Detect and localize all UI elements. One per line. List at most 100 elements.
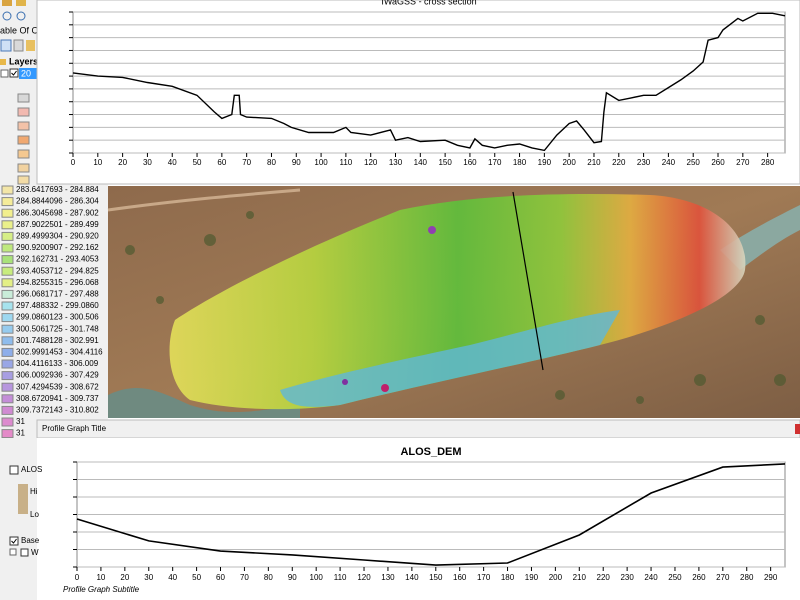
swatch <box>1 301 14 311</box>
layers-icon <box>0 59 6 65</box>
x-tick-label: 180 <box>501 573 515 582</box>
tool-icon[interactable] <box>16 11 26 21</box>
x-tick-label: 170 <box>477 573 491 582</box>
x-tick-label: 200 <box>562 158 576 167</box>
x-tick-label: 0 <box>71 158 76 167</box>
x-tick-label: 30 <box>143 158 152 167</box>
profile-line <box>76 463 786 566</box>
ramp <box>18 484 28 514</box>
tool-icon[interactable] <box>2 0 12 6</box>
tool-icon[interactable] <box>16 0 26 6</box>
legend-label: 306.0092936 - 307.429 <box>16 371 99 380</box>
profile-line <box>72 12 786 152</box>
toolbar <box>0 0 35 52</box>
tool-icon[interactable] <box>0 39 12 52</box>
x-tick-label: 10 <box>93 158 102 167</box>
swatch <box>1 278 14 288</box>
swatch <box>17 93 30 103</box>
x-tick-label: 0 <box>75 573 80 582</box>
selection <box>19 68 37 79</box>
chart-title: ALOS_DEM <box>400 446 461 458</box>
swatch <box>1 208 14 218</box>
legend-label: 289.4999304 - 290.920 <box>16 232 99 241</box>
x-tick-label: 160 <box>453 573 467 582</box>
swatch <box>1 359 14 369</box>
swatch <box>1 394 14 404</box>
swatch <box>1 382 14 392</box>
legend-label: 290.9200907 - 292.162 <box>16 243 99 252</box>
x-tick-label: 250 <box>687 158 701 167</box>
layer-name[interactable]: ALOS <box>21 465 42 474</box>
tool-icon[interactable] <box>26 40 35 51</box>
layer-name[interactable]: W <box>31 548 39 557</box>
window-title: Profile Graph Title <box>42 424 107 433</box>
swatch <box>1 336 14 346</box>
x-tick-label: 50 <box>192 573 201 582</box>
x-tick-label: 220 <box>612 158 626 167</box>
swatch <box>1 371 14 381</box>
legend-label: 284.8844096 - 286.304 <box>16 197 99 206</box>
x-tick-label: 280 <box>761 158 775 167</box>
x-tick-label: 100 <box>310 573 324 582</box>
dem-spot <box>381 384 389 392</box>
expander[interactable] <box>9 548 17 556</box>
legend-label: 292.162731 - 293.4053 <box>16 255 99 264</box>
x-tick-label: 180 <box>513 158 527 167</box>
legend-label: 307.4294539 - 308.672 <box>16 382 99 391</box>
dem-low-band <box>280 310 620 407</box>
x-tick-label: 20 <box>118 158 127 167</box>
x-tick-label: 120 <box>364 158 378 167</box>
x-tick-label: 150 <box>438 158 452 167</box>
swatch <box>1 405 14 415</box>
x-tick-label: 40 <box>168 158 177 167</box>
x-tick-label: 170 <box>488 158 502 167</box>
swatch <box>1 220 14 230</box>
legend: 283.6417693 - 284.884 284.8844096 - 286.3… <box>1 185 103 462</box>
legend-label: 31 <box>16 417 25 426</box>
swatch <box>1 429 14 439</box>
x-tick-label: 280 <box>740 573 754 582</box>
legend-label: 299.0860123 - 300.506 <box>16 313 99 322</box>
legend-swatches-hidden <box>17 93 30 185</box>
checkbox[interactable] <box>20 548 29 557</box>
checkbox[interactable] <box>9 536 19 546</box>
x-tick-label: 190 <box>538 158 552 167</box>
x-tick-label: 10 <box>96 573 105 582</box>
x-tick-label: 130 <box>389 158 403 167</box>
x-tick-label: 290 <box>764 573 778 582</box>
toc-title: able Of C <box>0 25 39 35</box>
tool-icon[interactable] <box>13 39 24 52</box>
layer-name[interactable]: 20 <box>21 68 31 78</box>
x-tick-label: 200 <box>549 573 563 582</box>
swatch <box>17 107 30 117</box>
x-tick-label: 230 <box>637 158 651 167</box>
swatch <box>17 149 30 159</box>
layers-label: Layers <box>9 56 38 66</box>
river <box>108 388 300 418</box>
layer-name[interactable]: Base <box>21 536 40 545</box>
swatch <box>1 243 14 253</box>
plot-area <box>72 11 786 154</box>
chart-title: IWaGSS - cross section <box>381 0 476 6</box>
checkbox[interactable] <box>9 465 19 475</box>
x-tick-label: 120 <box>357 573 371 582</box>
close-button[interactable] <box>795 424 800 434</box>
x-tick-label: 60 <box>216 573 225 582</box>
checkbox[interactable] <box>9 68 19 78</box>
x-tick-label: 30 <box>144 573 153 582</box>
legend-label: 297.488332 - 299.0860 <box>16 301 99 310</box>
legend-label: 304.4116133 - 306.009 <box>16 359 99 368</box>
swatch <box>17 163 30 173</box>
window-titlebar <box>36 419 800 439</box>
tool-icon[interactable] <box>2 11 12 21</box>
legend-label: 293.4053712 - 294.825 <box>16 266 99 275</box>
swatch <box>17 135 30 145</box>
expander[interactable] <box>0 69 9 78</box>
x-tick-label: 80 <box>267 158 276 167</box>
x-tick-label: 210 <box>573 573 587 582</box>
vegetation <box>125 211 786 404</box>
chart: ALOS_DEM Profile Graph Subtitle 0 10 20 30 40 5… <box>63 446 786 594</box>
chart-subtitle: Profile Graph Subtitle <box>63 585 140 594</box>
legend-label: 302.9991453 - 304.4116 <box>16 348 103 357</box>
